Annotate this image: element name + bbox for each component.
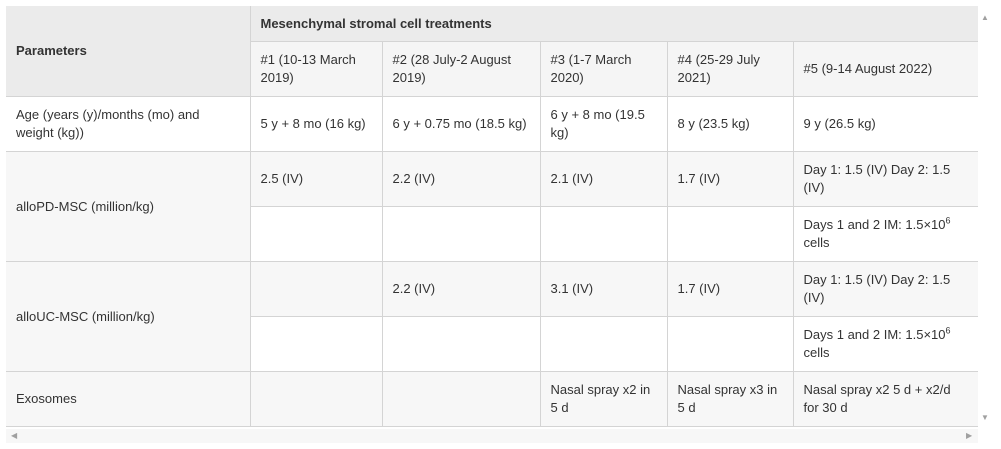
table-cell [381, 316, 541, 372]
table-cell [249, 261, 383, 317]
table-row-age: Age (years (y)/months (mo) and weight (k… [6, 96, 978, 152]
table-row-allouc-im: Days 1 and 2 IM: 1.5×106 cells [6, 316, 978, 372]
exponent: 6 [945, 325, 951, 336]
column-header: #5 (9-14 August 2022) [792, 41, 978, 97]
vertical-scrollbar[interactable]: ▲ ▼ [978, 6, 992, 429]
table-cell: 2.1 (IV) [539, 151, 668, 207]
table-cell: 2.5 (IV) [249, 151, 383, 207]
table-cell: 8 y (23.5 kg) [666, 96, 794, 152]
row-label: alloPD-MSC (million/kg) [6, 151, 251, 262]
scroll-up-icon[interactable]: ▲ [981, 13, 989, 22]
im-dose-text: Days 1 and 2 IM: 1.5×10 [803, 327, 946, 342]
scroll-right-icon[interactable]: ▶ [966, 431, 973, 440]
column-header: #2 (28 July-2 August 2019) [381, 41, 541, 97]
table-cell: Nasal spray x2 5 d + x2/d for 30 d [792, 371, 978, 427]
table-cell [381, 371, 541, 427]
im-dose-unit: cells [803, 345, 830, 360]
group-header: Mesenchymal stromal cell treatments [249, 6, 978, 42]
table-cell [666, 316, 794, 372]
table-cell: Day 1: 1.5 (IV) Day 2: 1.5 (IV) [792, 151, 978, 207]
table-cell: 1.7 (IV) [666, 151, 794, 207]
table-cell [539, 316, 668, 372]
scroll-left-icon[interactable]: ◀ [11, 431, 18, 440]
table-cell [539, 206, 668, 262]
treatments-table: Parameters Mesenchymal stromal cell trea… [6, 6, 978, 427]
exponent: 6 [945, 215, 951, 226]
table-cell [381, 206, 541, 262]
column-header: #1 (10-13 March 2019) [250, 41, 383, 97]
table-cell: 2.2 (IV) [381, 261, 541, 317]
table-row-allouc-iv: alloUC-MSC (million/kg) 2.2 (IV) 3.1 (IV… [6, 261, 978, 372]
horizontal-scrollbar[interactable]: ◀ ▶ [6, 429, 978, 443]
parameters-header: Parameters [6, 6, 251, 97]
table-cell: 6 y + 8 mo (19.5 kg) [539, 96, 668, 152]
scroll-down-icon[interactable]: ▼ [981, 413, 989, 422]
table-cell [250, 316, 383, 372]
column-header: #3 (1-7 March 2020) [539, 41, 668, 97]
table-cell: 6 y + 0.75 mo (18.5 kg) [381, 96, 541, 152]
table-cell: Day 1: 1.5 (IV) Day 2: 1.5 (IV) [792, 261, 978, 317]
table-container: Parameters Mesenchymal stromal cell trea… [6, 6, 978, 429]
table-cell: 1.7 (IV) [666, 261, 794, 317]
table-cell [666, 206, 794, 262]
row-label: alloUC-MSC (million/kg) [6, 261, 251, 372]
table-cell [250, 206, 383, 262]
row-label: Exosomes [6, 371, 251, 427]
table-cell: 3.1 (IV) [539, 261, 668, 317]
table-cell [249, 371, 383, 427]
im-dose-text: Days 1 and 2 IM: 1.5×10 [803, 217, 946, 232]
column-header: #4 (25-29 July 2021) [666, 41, 794, 97]
table-cell: Nasal spray x2 in 5 d [539, 371, 668, 427]
table-cell: Days 1 and 2 IM: 1.5×106 cells [792, 206, 978, 262]
table-cell: Nasal spray x3 in 5 d [666, 371, 794, 427]
table-cell: 2.2 (IV) [381, 151, 541, 207]
table-cell: Days 1 and 2 IM: 1.5×106 cells [792, 316, 978, 372]
im-dose-unit: cells [803, 235, 830, 250]
table-cell: 5 y + 8 mo (16 kg) [249, 96, 383, 152]
table-cell: 9 y (26.5 kg) [792, 96, 978, 152]
table-row-exosomes: Exosomes Nasal spray x2 in 5 d Nasal spr… [6, 371, 978, 427]
table-row-allopd-im: Days 1 and 2 IM: 1.5×106 cells [6, 206, 978, 262]
row-label: Age (years (y)/months (mo) and weight (k… [6, 96, 251, 152]
table-row-allopd-iv: alloPD-MSC (million/kg) 2.5 (IV) 2.2 (IV… [6, 151, 978, 262]
